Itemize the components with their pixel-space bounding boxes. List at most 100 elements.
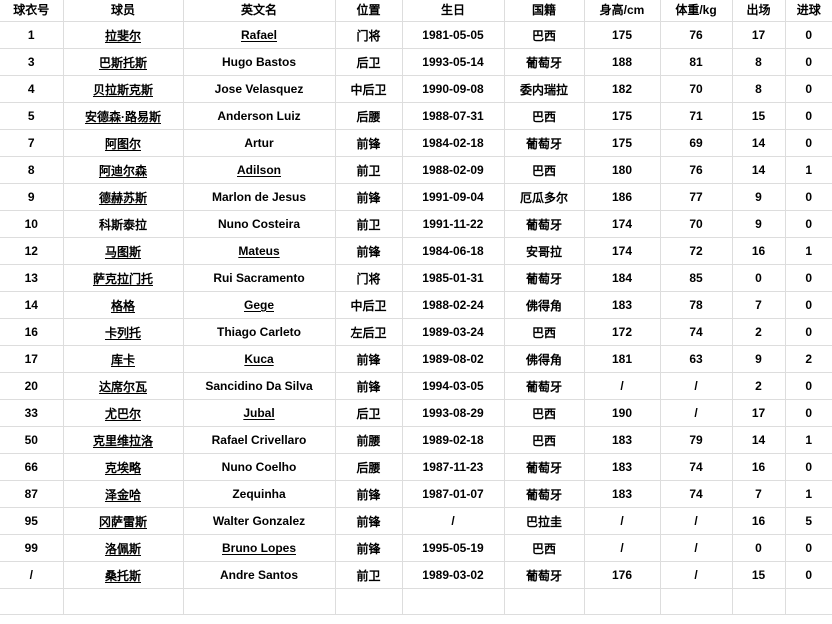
cell-name_en[interactable]: Mateus — [183, 237, 336, 265]
cell-name_en[interactable]: Gege — [183, 291, 336, 319]
cell-name_en[interactable]: Adilson — [183, 156, 336, 184]
cell-apps: 14 — [732, 156, 786, 184]
cell-weight: 71 — [660, 102, 733, 130]
cell-country: 巴西 — [504, 426, 585, 454]
cell-height: 183 — [584, 453, 661, 481]
cell-name_cn[interactable]: 克埃略 — [63, 453, 184, 481]
player-text: Rafael Crivellaro — [211, 433, 307, 447]
player-link[interactable]: Gege — [243, 298, 274, 312]
player-link[interactable]: 洛佩斯 — [104, 541, 141, 556]
cell-weight: 74 — [660, 453, 733, 481]
cell-name_cn[interactable]: 达席尔瓦 — [63, 372, 184, 400]
cell-weight: / — [660, 372, 733, 400]
cell-position: 前锋 — [335, 237, 403, 265]
column-player-cn: 球员 — [63, 0, 184, 22]
cell-goals: 1 — [785, 426, 832, 454]
cell-birthday: / — [402, 507, 505, 535]
cell-birthday: 1987-11-23 — [402, 453, 505, 481]
player-link[interactable]: Bruno Lopes — [222, 541, 296, 555]
cell-position: 后腰 — [335, 453, 403, 481]
cell-number: / — [0, 561, 64, 589]
filler-cell-birthday — [402, 588, 505, 615]
cell-weight: 76 — [660, 21, 733, 49]
cell-name_cn[interactable]: 马图斯 — [63, 237, 184, 265]
column-player-en: 英文名 — [183, 0, 336, 22]
cell-position: 中后卫 — [335, 291, 403, 319]
filler-cell-apps — [732, 588, 786, 615]
player-text: 科斯泰拉 — [98, 217, 147, 232]
player-text: Nuno Coelho — [221, 460, 297, 474]
player-link[interactable]: 拉斐尔 — [104, 28, 141, 43]
cell-apps: 7 — [732, 480, 786, 508]
cell-country: 佛得角 — [504, 291, 585, 319]
cell-birthday: 1984-02-18 — [402, 129, 505, 157]
cell-name_cn[interactable]: 萨克拉门托 — [63, 264, 184, 292]
player-link[interactable]: Rafael — [240, 28, 278, 42]
cell-weight: 77 — [660, 183, 733, 211]
cell-position: 左后卫 — [335, 318, 403, 346]
cell-apps: 8 — [732, 48, 786, 76]
cell-country: 葡萄牙 — [504, 264, 585, 292]
cell-weight: / — [660, 507, 733, 535]
player-link[interactable]: 德赫苏斯 — [98, 190, 147, 205]
cell-name_cn[interactable]: 格格 — [63, 291, 184, 319]
player-link[interactable]: 萨克拉门托 — [92, 271, 153, 286]
cell-goals: 0 — [785, 183, 832, 211]
player-link[interactable]: 达席尔瓦 — [98, 379, 147, 394]
cell-name_cn[interactable]: 安德森·路易斯 — [63, 102, 184, 130]
player-text: Artur — [244, 136, 274, 150]
player-link[interactable]: Adilson — [237, 163, 281, 177]
cell-goals: 0 — [785, 372, 832, 400]
player-link[interactable]: 阿迪尔森 — [98, 163, 147, 178]
cell-goals: 1 — [785, 156, 832, 184]
cell-name_cn[interactable]: 德赫苏斯 — [63, 183, 184, 211]
cell-name_cn[interactable]: 阿图尔 — [63, 129, 184, 157]
cell-name_cn[interactable]: 库卡 — [63, 345, 184, 373]
player-link[interactable]: 阿图尔 — [104, 136, 141, 151]
cell-name_cn[interactable]: 拉斐尔 — [63, 21, 184, 49]
cell-name_cn[interactable]: 克里维拉洛 — [63, 426, 184, 454]
player-link[interactable]: 冈萨雷斯 — [98, 514, 147, 529]
cell-name_cn[interactable]: 洛佩斯 — [63, 534, 184, 562]
cell-birthday: 1988-07-31 — [402, 102, 505, 130]
cell-country: 巴西 — [504, 399, 585, 427]
cell-position: 后卫 — [335, 399, 403, 427]
cell-position: 前锋 — [335, 507, 403, 535]
cell-name_cn[interactable]: 冈萨雷斯 — [63, 507, 184, 535]
player-link[interactable]: 克里维拉洛 — [92, 433, 153, 448]
cell-name_cn[interactable]: 卡列托 — [63, 318, 184, 346]
player-link[interactable]: 安德森·路易斯 — [85, 109, 161, 124]
cell-apps: 2 — [732, 372, 786, 400]
player-link[interactable]: 泽金哈 — [104, 487, 141, 502]
cell-name_cn[interactable]: 阿迪尔森 — [63, 156, 184, 184]
player-link[interactable]: 卡列托 — [104, 325, 141, 340]
cell-name_cn[interactable]: 巴斯托斯 — [63, 48, 184, 76]
cell-name_en[interactable]: Rafael — [183, 21, 336, 49]
cell-country: 葡萄牙 — [504, 48, 585, 76]
player-link[interactable]: 贝拉斯克斯 — [92, 82, 153, 97]
cell-name_cn[interactable]: 泽金哈 — [63, 480, 184, 508]
cell-name_en[interactable]: Jubal — [183, 399, 336, 427]
cell-birthday: 1989-03-02 — [402, 561, 505, 589]
cell-country: 巴拉圭 — [504, 507, 585, 535]
cell-goals: 2 — [785, 345, 832, 373]
player-link[interactable]: 格格 — [110, 298, 135, 313]
player-link[interactable]: 巴斯托斯 — [98, 55, 147, 70]
cell-name_en[interactable]: Kuca — [183, 345, 336, 373]
player-link[interactable]: Jubal — [243, 406, 275, 420]
cell-name_cn[interactable]: 贝拉斯克斯 — [63, 75, 184, 103]
player-link[interactable]: Kuca — [244, 352, 274, 366]
cell-name_en[interactable]: Bruno Lopes — [183, 534, 336, 562]
player-link[interactable]: 尤巴尔 — [104, 406, 141, 421]
cell-position: 前腰 — [335, 426, 403, 454]
cell-name_cn[interactable]: 桑托斯 — [63, 561, 184, 589]
cell-name_cn[interactable]: 尤巴尔 — [63, 399, 184, 427]
player-link[interactable]: 克埃略 — [104, 460, 141, 475]
player-link[interactable]: 马图斯 — [104, 244, 141, 259]
cell-name_en: Thiago Carleto — [183, 318, 336, 346]
player-link[interactable]: 桑托斯 — [104, 568, 141, 583]
player-link[interactable]: 库卡 — [110, 352, 135, 367]
cell-birthday: 1989-08-02 — [402, 345, 505, 373]
player-link[interactable]: Mateus — [238, 244, 280, 258]
